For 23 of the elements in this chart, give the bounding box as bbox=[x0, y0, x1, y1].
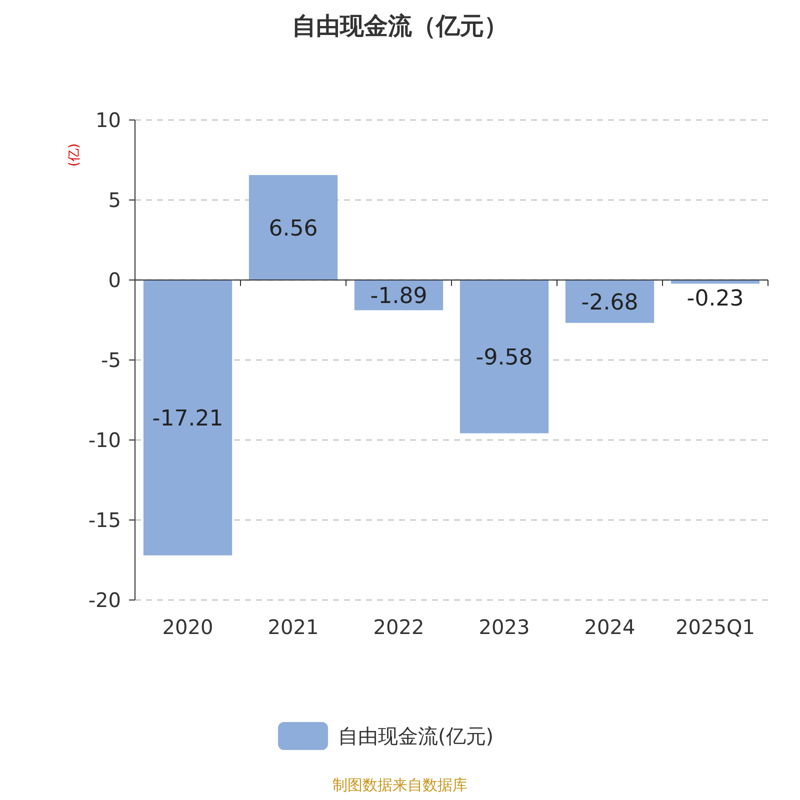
text: 制图数据来自数据库 bbox=[332, 776, 468, 794]
y-axis-title: (亿) bbox=[67, 143, 82, 167]
legend-label: 自由现金流(亿元) bbox=[338, 724, 494, 748]
data-label: -9.58 bbox=[476, 346, 533, 371]
x-tick-label: 2021 bbox=[268, 615, 319, 639]
x-tick-label: 2020 bbox=[162, 615, 214, 639]
y-tick-label: -10 bbox=[88, 428, 121, 452]
y-tick-label: 0 bbox=[108, 268, 121, 292]
data-label: -0.23 bbox=[686, 286, 744, 312]
y-tick-label: 10 bbox=[96, 108, 121, 132]
y-tick-label: 5 bbox=[108, 188, 121, 212]
x-tick-label: 2024 bbox=[584, 615, 636, 639]
y-tick-label: -20 bbox=[88, 588, 121, 612]
y-tick-label: -15 bbox=[88, 508, 121, 532]
chart-title: 自由现金流（亿元） bbox=[292, 12, 508, 40]
data-label: -2.68 bbox=[581, 290, 638, 316]
x-tick-label: 2022 bbox=[373, 615, 424, 639]
y-tick-label: -5 bbox=[101, 348, 121, 372]
x-tick-label: 2025Q1 bbox=[676, 615, 755, 639]
data-label: -17.21 bbox=[152, 406, 224, 432]
data-label: 6.56 bbox=[268, 216, 318, 242]
x-tick-label: 2023 bbox=[478, 615, 530, 639]
data-label: -1.89 bbox=[370, 284, 428, 310]
